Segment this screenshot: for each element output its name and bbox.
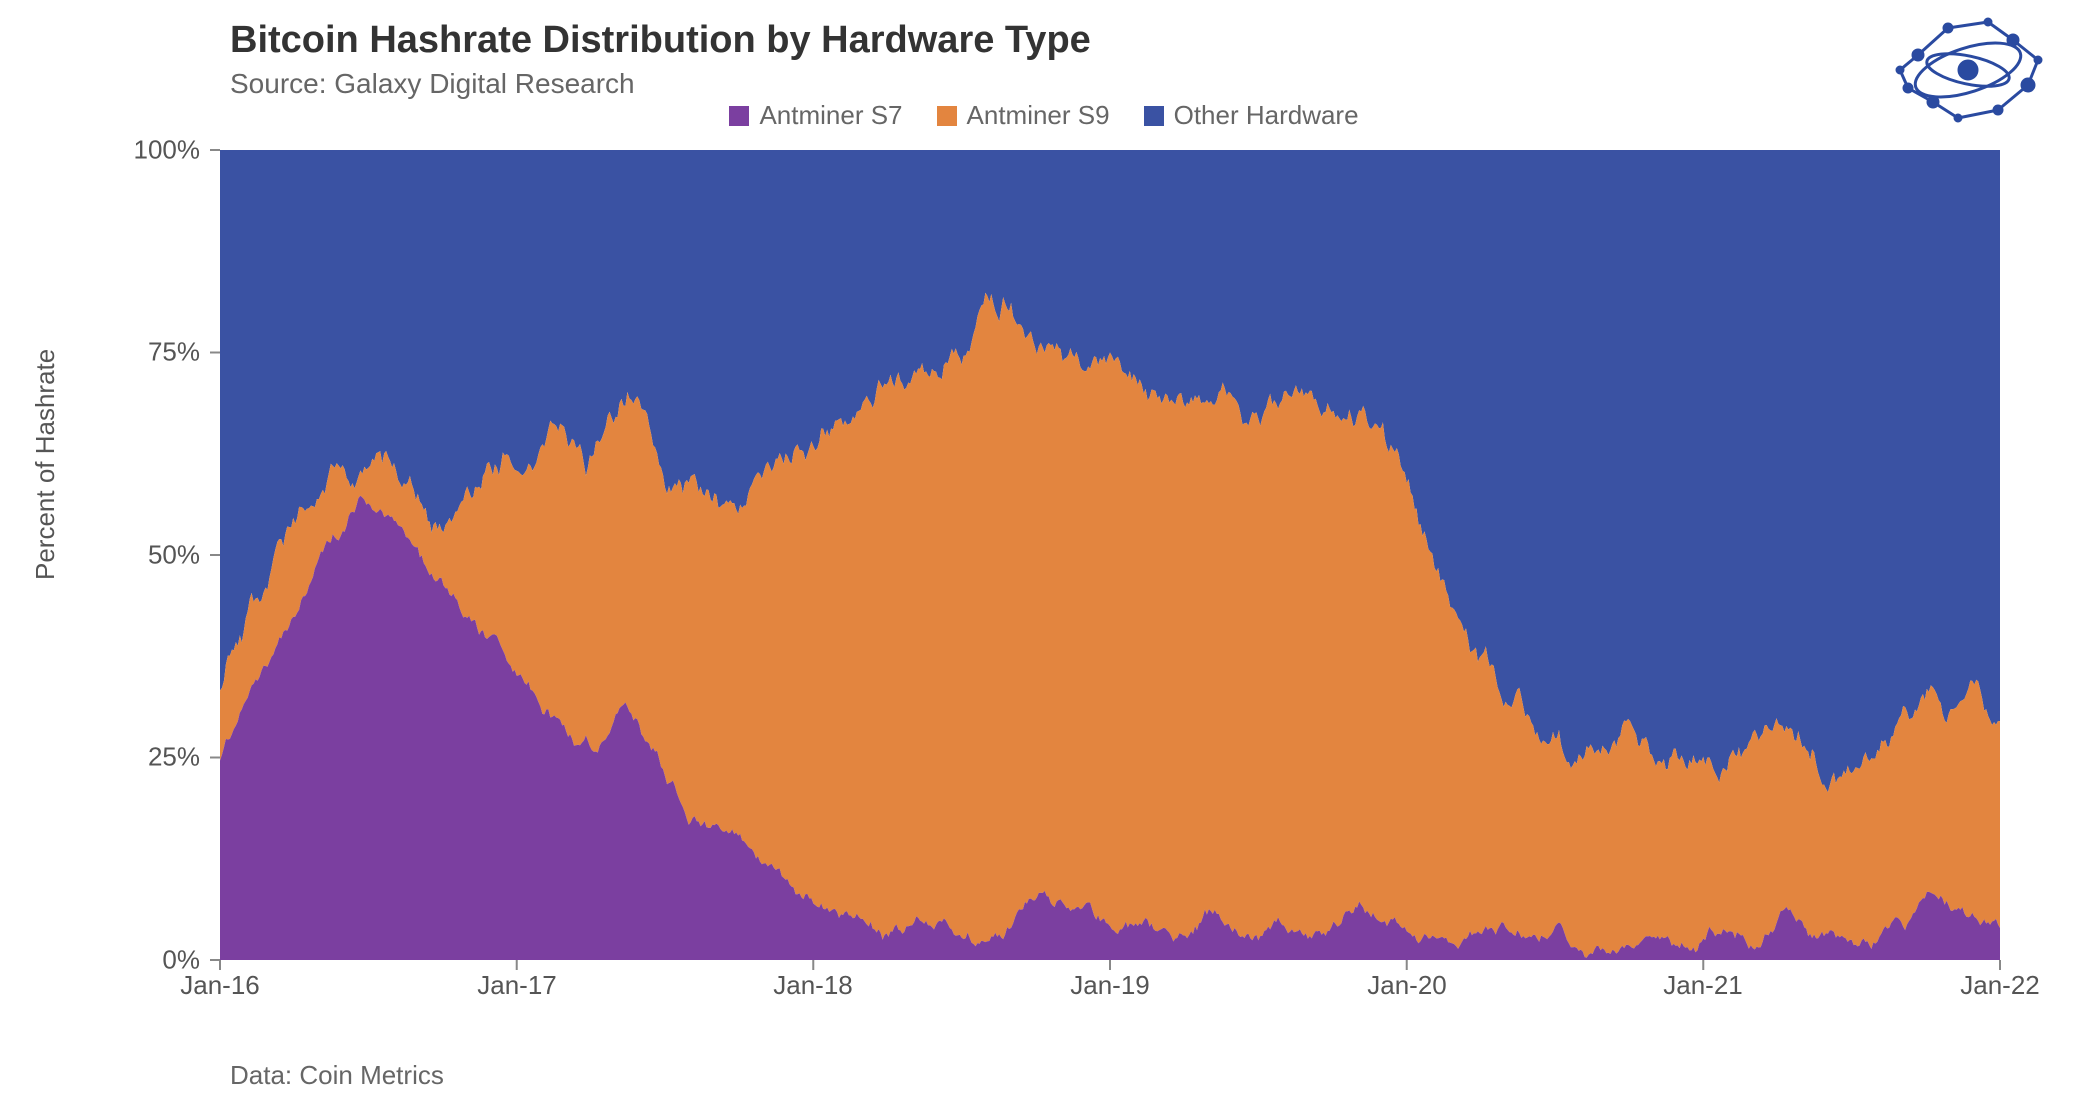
footer-note: Data: Coin Metrics — [230, 1060, 444, 1091]
legend-item-s7: Antminer S7 — [729, 100, 902, 131]
legend-item-other: Other Hardware — [1144, 100, 1359, 131]
x-tick-1: Jan-17 — [477, 970, 557, 1001]
legend-swatch-s9 — [937, 106, 957, 126]
plot-svg — [220, 150, 2000, 960]
x-tick-0: Jan-16 — [180, 970, 260, 1001]
legend-swatch-s7 — [729, 106, 749, 126]
chart-title: Bitcoin Hashrate Distribution by Hardwar… — [230, 18, 1091, 64]
x-tick-3: Jan-19 — [1070, 970, 1150, 1001]
x-tick-5: Jan-21 — [1663, 970, 1743, 1001]
brand-logo-svg — [1888, 10, 2048, 130]
chart-subtitle: Source: Galaxy Digital Research — [230, 68, 1091, 100]
legend-label-s9: Antminer S9 — [967, 100, 1110, 131]
x-tick-6: Jan-22 — [1960, 970, 2040, 1001]
brand-logo-icon — [1888, 10, 2048, 130]
y-tick-100: 100% — [120, 135, 200, 166]
y-tick-25: 25% — [120, 742, 200, 773]
x-tick-2: Jan-18 — [773, 970, 853, 1001]
y-axis-title: Percent of Hashrate — [30, 349, 61, 580]
legend: Antminer S7 Antminer S9 Other Hardware — [0, 100, 2088, 131]
legend-swatch-other — [1144, 106, 1164, 126]
title-block: Bitcoin Hashrate Distribution by Hardwar… — [230, 18, 1091, 100]
legend-label-s7: Antminer S7 — [759, 100, 902, 131]
legend-label-other: Other Hardware — [1174, 100, 1359, 131]
plot-area — [220, 150, 2000, 960]
chart-container: Bitcoin Hashrate Distribution by Hardwar… — [0, 0, 2088, 1119]
legend-item-s9: Antminer S9 — [937, 100, 1110, 131]
x-tick-4: Jan-20 — [1367, 970, 1447, 1001]
y-tick-50: 50% — [120, 540, 200, 571]
y-tick-75: 75% — [120, 337, 200, 368]
